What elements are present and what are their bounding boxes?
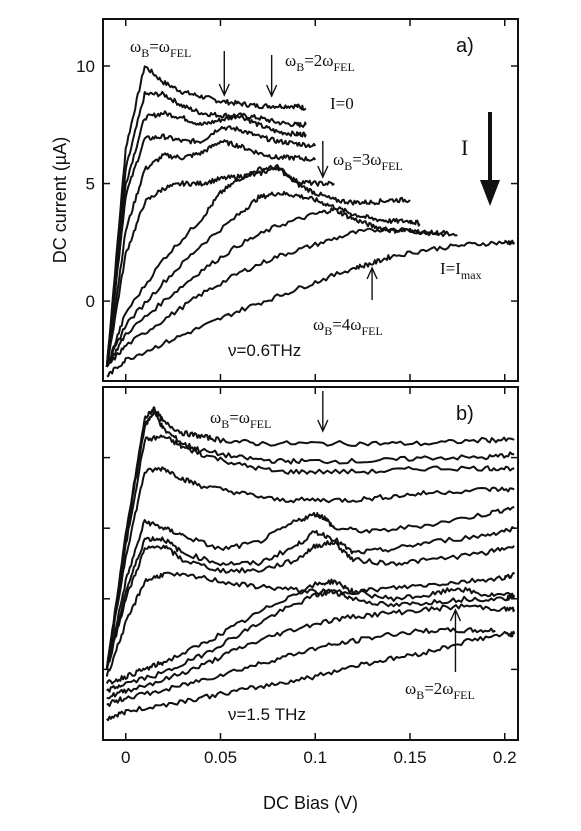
series-line — [105, 139, 317, 368]
y-axis-title: DC current (µA) — [50, 137, 70, 263]
resonance-omega: ω — [333, 150, 344, 169]
series-line — [105, 125, 317, 368]
resonance-eq: =4ω — [332, 315, 361, 334]
series-line — [105, 90, 307, 367]
frequency-label: ν=0.6THz — [228, 341, 301, 360]
resonance-label: ωB=3ωFEL — [333, 150, 403, 173]
series-line — [105, 65, 307, 367]
resonance-omega: ω — [210, 408, 221, 427]
series-line — [106, 627, 496, 708]
series-line — [105, 411, 515, 670]
series-line — [105, 466, 515, 670]
resonance-eq: =3ω — [352, 150, 381, 169]
resonance-label: ωB=4ωFEL — [313, 315, 383, 338]
series-line — [106, 190, 421, 368]
series-line — [105, 571, 516, 677]
series-line — [105, 578, 515, 685]
series-line — [105, 110, 307, 367]
x-tick-label: 0.2 — [493, 748, 517, 767]
x-tick-label: 0.15 — [393, 748, 426, 767]
arrow-head — [218, 83, 230, 97]
panel-label: a) — [456, 35, 474, 57]
series-line — [105, 540, 515, 670]
frequency-label: ν=1.5 THz — [228, 705, 306, 724]
resonance-omega: ω — [285, 51, 296, 70]
curve-label-imax-base: I=I — [440, 259, 461, 278]
series-line — [106, 603, 516, 700]
resonance-sub: B — [221, 417, 229, 431]
curve-label-imax-sub: max — [461, 268, 482, 282]
resonance-sub: B — [324, 324, 332, 338]
resonance-sub2: FEL — [362, 324, 383, 338]
arrow-head — [449, 608, 462, 622]
resonance-sub2: FEL — [454, 688, 475, 702]
series-line — [105, 526, 515, 670]
resonance-sub2: FEL — [382, 159, 403, 173]
resonance-sub: B — [141, 46, 149, 60]
y-tick-label: 10 — [76, 57, 95, 76]
intensity-label: I — [461, 135, 468, 160]
plot-frame — [102, 18, 519, 382]
resonance-sub2: FEL — [170, 46, 191, 60]
arrow-head — [366, 266, 378, 280]
resonance-omega: ω — [313, 315, 324, 334]
resonance-eq: =ω — [229, 408, 250, 427]
series-line — [105, 226, 458, 368]
panel-label: b) — [456, 403, 474, 425]
curve-label-imax: I=Imax — [440, 259, 482, 282]
x-axis-title: DC Bias (V) — [263, 793, 358, 813]
arrow-head — [317, 165, 329, 179]
arrow-head — [317, 419, 329, 433]
resonance-omega: ω — [130, 37, 141, 56]
series-line — [106, 589, 516, 693]
y-tick-label: 0 — [86, 292, 95, 311]
intensity-arrow-head — [480, 180, 500, 206]
series-line — [105, 166, 335, 368]
arrow-head — [266, 84, 278, 98]
resonance-label: ωB=ωFEL — [130, 37, 191, 60]
x-tick-label: 0.05 — [204, 748, 237, 767]
series-line — [106, 630, 516, 722]
plot-frame — [102, 386, 519, 741]
curve-label-i0: I=0 — [330, 94, 354, 113]
resonance-eq: =2ω — [304, 51, 333, 70]
panel-b: 0 0.05 0.1 0.15 0.2DC Bias (V)b)ν=1.5 THzωB=… — [102, 386, 519, 813]
series-line — [105, 406, 515, 670]
resonance-omega: ω — [405, 679, 416, 698]
resonance-label: ωB=ωFEL — [210, 408, 271, 431]
series-line — [105, 163, 411, 368]
x-tick-label: 0 — [121, 748, 130, 767]
series-line — [105, 434, 515, 670]
resonance-sub: B — [296, 60, 304, 74]
resonance-sub2: FEL — [334, 60, 355, 74]
resonance-label: ωB=2ωFEL — [285, 51, 355, 74]
resonance-eq: =2ω — [424, 679, 453, 698]
resonance-label: ωB=2ωFEL — [405, 679, 475, 702]
series-line — [106, 239, 516, 378]
x-tick-label: 0.1 — [303, 748, 327, 767]
series-line — [105, 506, 515, 670]
y-tick-label: 5 — [86, 175, 95, 194]
resonance-sub2: FEL — [250, 417, 271, 431]
resonance-eq: =ω — [149, 37, 170, 56]
resonance-sub: B — [416, 688, 424, 702]
resonance-sub: B — [344, 159, 352, 173]
